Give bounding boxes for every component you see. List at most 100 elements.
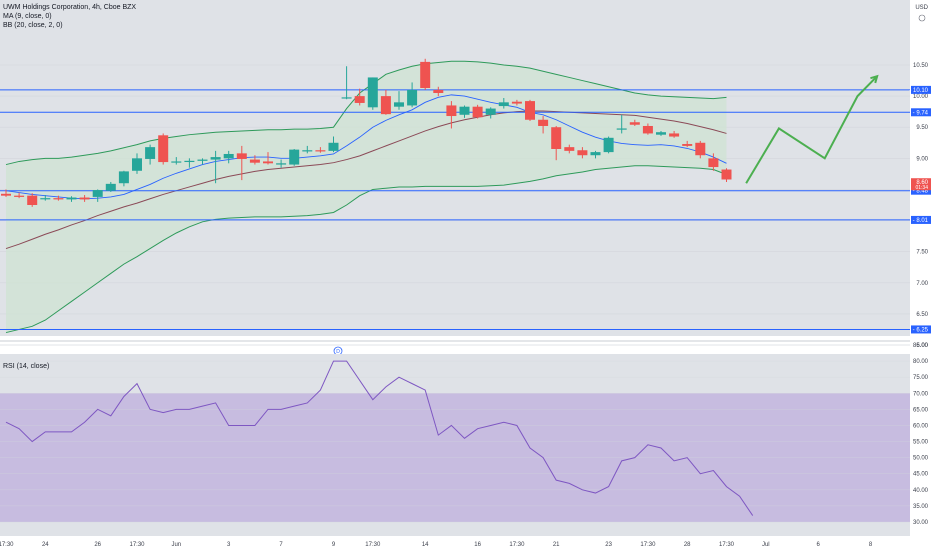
symbol-title[interactable]: UWM Holdings Corporation, 4h, Cboe BZX — [3, 4, 137, 11]
candle — [184, 158, 195, 168]
price-tick-label: 6.00 — [916, 343, 928, 349]
candle — [367, 77, 378, 110]
last-price-label: 8.60 — [916, 180, 928, 186]
candle — [289, 149, 300, 166]
candle-body — [1, 193, 11, 196]
candle — [27, 193, 38, 207]
candle — [53, 195, 64, 201]
candle-body — [603, 137, 614, 153]
candle-body — [590, 152, 601, 156]
settings-icon[interactable] — [918, 14, 926, 22]
time-tick-label: 24 — [42, 542, 49, 548]
candle-body — [380, 96, 391, 115]
candle-body — [695, 142, 706, 156]
candle-body — [184, 160, 195, 163]
event-marker[interactable]: D — [333, 346, 343, 356]
price-tick-label: 10.00 — [913, 94, 929, 100]
price-tick-label: 6.50 — [916, 312, 928, 318]
candle-body — [236, 153, 247, 159]
candle-body — [158, 135, 169, 163]
price-tick-label: 7.50 — [916, 250, 928, 256]
time-tick-label: 9 — [332, 542, 336, 548]
bb-legend[interactable]: BB (20, close, 2, 0) — [3, 22, 63, 29]
candle-body — [485, 108, 496, 115]
candle — [105, 181, 116, 192]
candle — [420, 58, 431, 90]
candle — [145, 144, 156, 165]
price-tick-label: 7.00 — [916, 281, 928, 287]
time-tick-label: 21 — [553, 542, 560, 548]
candle — [616, 114, 627, 134]
candle-body — [263, 161, 273, 164]
rsi-pane — [0, 344, 910, 536]
bb-fill — [6, 61, 727, 333]
time-tick-label: 17:30 — [365, 542, 381, 548]
candle-body — [420, 61, 431, 89]
candle — [629, 119, 640, 126]
candle — [551, 125, 562, 161]
candle-body — [446, 105, 457, 117]
rsi-tick-label: 55.00 — [913, 440, 929, 446]
candle-body — [105, 183, 116, 191]
candle — [14, 192, 25, 199]
time-tick-label: 3 — [227, 542, 231, 548]
time-tick-label: 23 — [605, 542, 612, 548]
ma-legend[interactable]: MA (9, close, 0) — [3, 13, 52, 20]
rsi-tick-label: 70.00 — [913, 391, 929, 397]
level-tag-label: - 8.01 — [913, 218, 929, 224]
candle-body — [27, 195, 38, 205]
candle-body — [66, 197, 77, 200]
candle — [446, 101, 457, 129]
candle — [394, 91, 404, 110]
candle-body — [577, 150, 588, 156]
candle-body — [721, 169, 732, 180]
candle-body — [341, 97, 352, 99]
level-tag-label: - 6.25 — [913, 327, 929, 333]
level-tag-label: - 9.74 — [913, 110, 929, 116]
candle-body — [433, 89, 444, 93]
candle-body — [92, 190, 103, 197]
candle-body — [407, 89, 418, 106]
candle-body — [289, 149, 300, 165]
candle — [564, 144, 575, 154]
time-axis-bg — [0, 536, 910, 550]
level-tag[interactable] — [911, 325, 931, 334]
candle — [459, 105, 470, 118]
candle-body — [564, 147, 575, 151]
level-tag-label: - 10.10 — [909, 88, 928, 94]
rsi-tick-label: 85.00 — [913, 343, 929, 349]
rsi-tick-label: 40.00 — [913, 488, 929, 494]
candle — [263, 152, 273, 165]
candle — [485, 107, 496, 119]
candle — [511, 99, 522, 106]
level-tag[interactable] — [911, 186, 931, 195]
level-tag[interactable] — [911, 108, 931, 117]
candle — [538, 116, 549, 134]
rsi-legend[interactable]: RSI (14, close) — [3, 363, 50, 370]
price-pane: D — [0, 0, 932, 356]
candle — [498, 97, 509, 109]
rsi-tick-label: 35.00 — [913, 504, 929, 510]
candle — [525, 99, 535, 121]
time-axis: 17:30 24 26 17:30 Jun 3 7 9 17:30 14 16 17:30 21 23 17… — [0, 536, 910, 550]
candle — [341, 66, 352, 100]
candle — [223, 150, 234, 164]
time-tick-label: 16 — [474, 542, 481, 548]
candle-body — [223, 153, 234, 159]
level-tag[interactable] — [911, 85, 931, 94]
candle — [315, 147, 326, 153]
candle — [642, 123, 653, 135]
candle-body — [708, 158, 719, 168]
projection-arrow[interactable] — [745, 75, 878, 184]
candle-body — [616, 128, 627, 130]
candle-body — [302, 150, 313, 152]
candle — [682, 140, 693, 148]
currency-label: USD — [915, 5, 928, 11]
candle-body — [525, 101, 535, 120]
candle-body — [210, 157, 221, 160]
time-tick-label: Jul — [762, 542, 770, 548]
rsi-tick-label: 60.00 — [913, 423, 929, 429]
candle-body — [171, 161, 182, 163]
level-tag[interactable] — [911, 215, 931, 224]
candle-body — [367, 77, 378, 108]
